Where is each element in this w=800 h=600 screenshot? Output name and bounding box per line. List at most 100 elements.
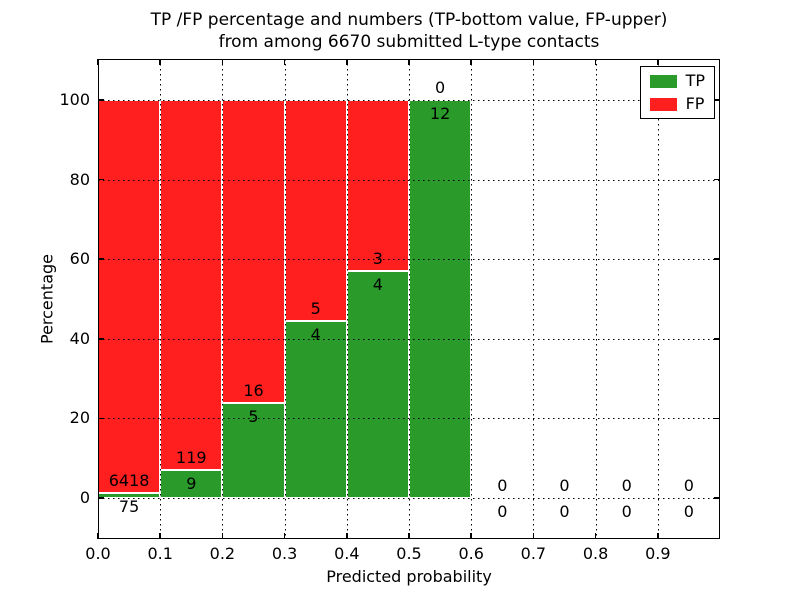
x-tick-label: 0.1	[147, 544, 173, 563]
fp-bar-segment	[346, 100, 409, 271]
vertical-gridline	[160, 59, 162, 539]
gridlines-layer	[98, 59, 720, 539]
x-tick-mark	[159, 59, 161, 65]
x-tick-mark	[532, 533, 535, 539]
legend-label-fp: FP	[685, 94, 705, 113]
x-tick-mark	[594, 533, 597, 539]
fp-bar-segment	[284, 100, 347, 322]
x-tick-mark	[221, 533, 224, 539]
tp-count-label: 0	[621, 502, 632, 521]
bars-layer	[98, 59, 720, 539]
legend-item-tp: TP	[649, 73, 705, 89]
y-tick-mark	[98, 497, 104, 499]
x-axis-label: Predicted probability	[326, 567, 492, 586]
plot-area: 6418 75 119 9 16 5 5 4 3 4 0 12 0 0 0 0 0 0 0 0 TP FP	[97, 59, 720, 539]
y-tick-mark	[98, 417, 104, 420]
x-tick-label: 0.9	[645, 544, 671, 563]
fp-count-label: 6418	[108, 471, 150, 491]
annotations-layer: 6418 75 119 9 16 5 5 4 3 4 0 12 0 0 0 0 0 0 0 0	[98, 59, 720, 539]
vertical-gridline	[471, 59, 473, 539]
x-tick-mark	[532, 59, 535, 65]
fp-count-label: 5	[310, 299, 321, 319]
tp-bar-segment	[346, 270, 409, 498]
y-tick-label: 60	[69, 249, 90, 269]
x-tick-label: 0.8	[582, 544, 609, 563]
horizontal-gridline	[98, 179, 720, 181]
fp-count-label: 0	[683, 476, 694, 495]
y-tick-label: 0	[79, 488, 90, 507]
x-tick-mark	[346, 533, 348, 539]
horizontal-gridline	[98, 100, 720, 101]
y-tick-label: 100	[59, 90, 90, 109]
y-tick-mark	[714, 338, 720, 340]
x-tick-mark	[657, 533, 659, 539]
vertical-gridline	[595, 59, 597, 539]
y-tick-mark	[714, 99, 720, 101]
x-tick-mark	[470, 533, 472, 539]
x-tick-label: 0.7	[520, 544, 547, 563]
horizontal-gridline	[98, 418, 720, 420]
fp-bar-segment	[160, 100, 223, 471]
x-tick-mark	[221, 59, 224, 65]
fp-count-label: 0	[621, 476, 632, 495]
y-tick-mark	[98, 338, 104, 340]
y-tick-mark	[98, 99, 104, 101]
tp-count-label: 12	[429, 104, 451, 123]
fp-count-label: 119	[176, 448, 207, 468]
x-tick-label: 0.6	[458, 544, 484, 563]
y-tick-label: 40	[69, 328, 90, 348]
vertical-gridline	[409, 59, 410, 539]
x-tick-mark	[159, 533, 161, 539]
x-tick-mark	[470, 59, 472, 65]
fp-count-label: 0	[497, 476, 508, 495]
vertical-gridline	[657, 59, 659, 539]
y-tick-mark	[714, 497, 720, 499]
x-tick-mark	[657, 59, 659, 65]
tp-count-label: 0	[683, 502, 694, 521]
vertical-gridline	[284, 59, 286, 539]
y-tick-mark	[98, 178, 104, 181]
y-tick-mark	[714, 417, 720, 420]
vertical-gridline	[346, 59, 348, 539]
vertical-gridline	[222, 59, 224, 539]
fp-count-label: 0	[435, 78, 446, 97]
fp-count-label: 3	[372, 248, 383, 268]
fp-count-label: 16	[243, 381, 264, 401]
x-tick-label: 0.4	[334, 544, 360, 563]
legend: TP FP	[639, 66, 715, 119]
tp-bar-segment	[284, 321, 347, 498]
x-tick-label: 0.0	[85, 544, 111, 563]
tp-count-label: 9	[186, 474, 197, 494]
x-tick-mark	[346, 59, 348, 65]
x-tick-mark	[408, 533, 410, 539]
tp-count-label: 0	[559, 502, 570, 521]
legend-swatch-fp	[649, 97, 677, 111]
x-tick-mark	[283, 59, 286, 65]
tp-count-label: 75	[118, 497, 140, 517]
tp-count-label: 4	[310, 325, 321, 345]
chart-title-line-2: from among 6670 submitted L-type contact…	[218, 32, 600, 52]
horizontal-gridline	[98, 259, 720, 261]
y-tick-mark	[714, 258, 720, 260]
x-tick-label: 0.3	[271, 544, 298, 563]
x-tick-mark	[408, 59, 410, 65]
fp-count-label: 0	[559, 476, 570, 495]
legend-item-fp: FP	[649, 94, 705, 113]
x-tick-label: 0.2	[209, 544, 236, 563]
y-tick-mark	[98, 258, 104, 260]
legend-swatch-tp	[649, 74, 677, 88]
horizontal-gridline	[98, 498, 720, 499]
chart-title: TP /FP percentage and numbers (TP-bottom…	[98, 9, 720, 53]
x-tick-mark	[594, 59, 597, 65]
fp-bar-segment	[98, 100, 161, 494]
x-tick-label: 0.5	[396, 544, 422, 563]
tp-count-label: 0	[497, 502, 508, 521]
y-tick-mark	[714, 178, 720, 181]
y-tick-label: 20	[69, 408, 90, 428]
tp-count-label: 4	[372, 274, 383, 294]
x-tick-mark	[283, 533, 286, 539]
tp-count-label: 5	[248, 407, 259, 427]
chart-title-line-1: TP /FP percentage and numbers (TP-bottom…	[150, 10, 668, 30]
y-tick-label: 80	[69, 169, 90, 189]
